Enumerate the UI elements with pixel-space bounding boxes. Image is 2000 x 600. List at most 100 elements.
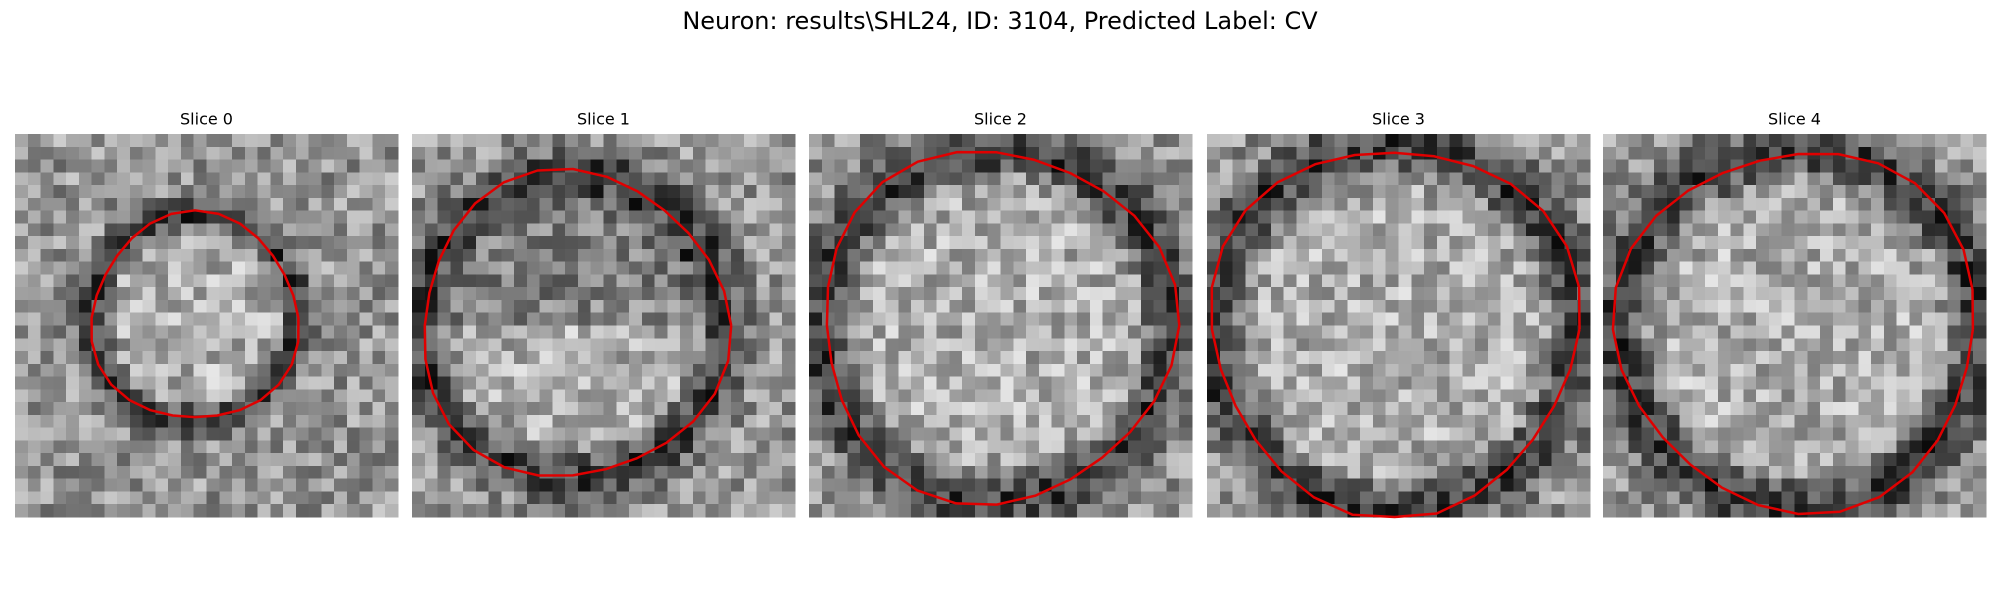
pixel	[1654, 389, 1668, 403]
pixel	[1166, 427, 1180, 441]
pixel	[1334, 134, 1348, 148]
pixel	[1436, 261, 1451, 275]
pixel	[641, 134, 656, 148]
pixel	[1628, 223, 1642, 237]
pixel	[692, 172, 707, 186]
pixel	[1603, 159, 1617, 173]
pixel	[1641, 274, 1655, 288]
pixel	[1832, 299, 1847, 314]
pixel	[475, 351, 490, 365]
pixel	[1922, 325, 1936, 339]
pixel	[321, 414, 335, 429]
pixel	[641, 389, 656, 403]
pixel	[1654, 414, 1668, 429]
pixel	[603, 299, 617, 314]
pixel	[616, 465, 630, 480]
pixel	[1385, 312, 1399, 326]
pixel	[603, 223, 617, 237]
pixel	[1845, 363, 1859, 378]
pixel	[1781, 389, 1795, 403]
pixel	[1832, 491, 1847, 505]
pixel	[1743, 185, 1757, 199]
pixel	[1871, 287, 1885, 301]
pixel	[1705, 325, 1719, 339]
pixel	[1628, 376, 1642, 390]
pixel	[385, 172, 399, 186]
pixel	[232, 427, 246, 441]
pixel	[577, 159, 592, 173]
pixel	[1577, 236, 1591, 250]
pixel	[1641, 478, 1655, 492]
pixel	[1679, 172, 1693, 186]
pixel	[1960, 287, 1974, 301]
pixel	[974, 351, 989, 365]
pixel	[1385, 453, 1399, 467]
pixel	[1538, 427, 1553, 441]
pixel	[1245, 338, 1259, 352]
pixel	[641, 338, 656, 352]
pixel	[1973, 325, 1987, 339]
pixel	[987, 172, 1001, 186]
pixel	[756, 299, 770, 314]
pixel	[475, 376, 490, 390]
pixel	[321, 453, 335, 467]
pixel	[680, 210, 694, 224]
pixel	[1140, 338, 1155, 352]
pixel	[1258, 299, 1272, 314]
pixel	[244, 338, 259, 352]
pixel	[372, 453, 386, 467]
pixel	[1960, 134, 1974, 148]
pixel	[219, 312, 233, 326]
pixel	[590, 185, 604, 199]
pixel	[1026, 351, 1040, 365]
pixel	[1077, 402, 1091, 416]
pixel	[898, 236, 912, 250]
pixel	[1219, 210, 1234, 224]
pixel	[1102, 363, 1116, 378]
pixel	[385, 159, 399, 173]
pixel	[974, 248, 989, 263]
pixel	[1436, 223, 1451, 237]
pixel	[1153, 440, 1167, 454]
pixel	[1973, 223, 1987, 237]
pixel	[1115, 465, 1129, 480]
pixel	[1207, 146, 1221, 161]
pixel	[667, 287, 681, 301]
pixel	[769, 389, 783, 403]
pixel	[1398, 159, 1412, 173]
pixel	[91, 504, 105, 518]
pixel	[1166, 453, 1180, 467]
pixel	[782, 453, 796, 467]
pixel	[1449, 287, 1463, 301]
pixel	[1960, 325, 1974, 339]
pixel	[1922, 172, 1936, 186]
pixel	[514, 504, 528, 518]
pixel	[769, 210, 783, 224]
pixel	[1026, 248, 1040, 263]
pixel	[1717, 159, 1732, 173]
pixel	[1538, 325, 1553, 339]
pixel	[1411, 402, 1425, 416]
pixel	[1922, 351, 1936, 365]
pixel	[1628, 134, 1642, 148]
pixel	[359, 453, 373, 467]
pixel	[142, 185, 156, 199]
pixel	[1436, 274, 1451, 288]
pixel	[1449, 312, 1463, 326]
pixel	[180, 491, 195, 505]
pixel	[1166, 312, 1180, 326]
pixel	[616, 325, 630, 339]
pixel	[180, 389, 195, 403]
pixel	[1666, 223, 1681, 237]
pixel	[949, 376, 963, 390]
pixel	[193, 172, 207, 186]
pixel	[437, 389, 451, 403]
pixel	[911, 185, 925, 199]
pixel	[1219, 197, 1234, 212]
pixel	[1794, 299, 1808, 314]
pixel	[629, 338, 643, 352]
pixel	[27, 478, 42, 492]
pixel	[385, 185, 399, 199]
pixel	[962, 465, 976, 480]
pixel	[372, 146, 386, 161]
